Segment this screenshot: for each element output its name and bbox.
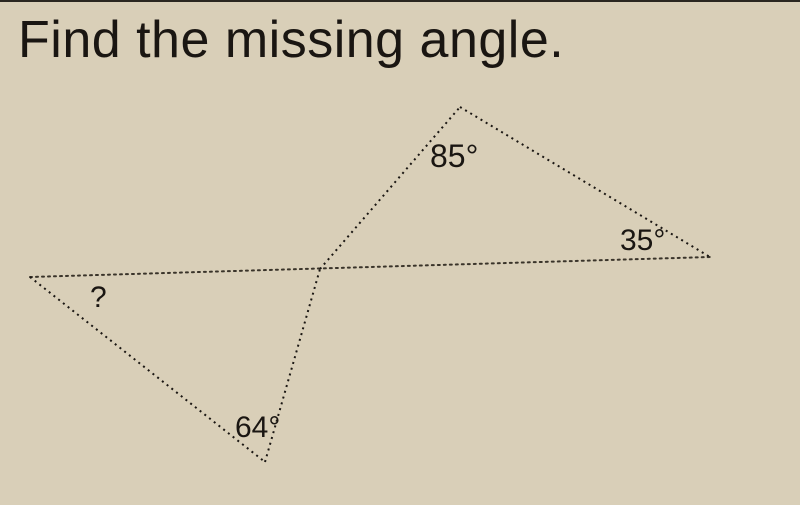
lower-left-side xyxy=(30,277,265,462)
upper-right-side xyxy=(460,107,710,257)
angle-64: 64° xyxy=(235,411,280,444)
upper-left-side xyxy=(320,107,460,269)
angle-unknown: ? xyxy=(90,281,107,314)
angle-35: 35° xyxy=(620,224,665,257)
angle-diagram: 85° 35° 64° ? xyxy=(10,92,790,492)
baseline xyxy=(30,257,710,277)
question-prompt: Find the missing angle. xyxy=(18,10,564,70)
angle-85: 85° xyxy=(430,138,478,174)
worksheet-page: Find the missing angle. 85° 35° 64° ? xyxy=(0,0,800,505)
